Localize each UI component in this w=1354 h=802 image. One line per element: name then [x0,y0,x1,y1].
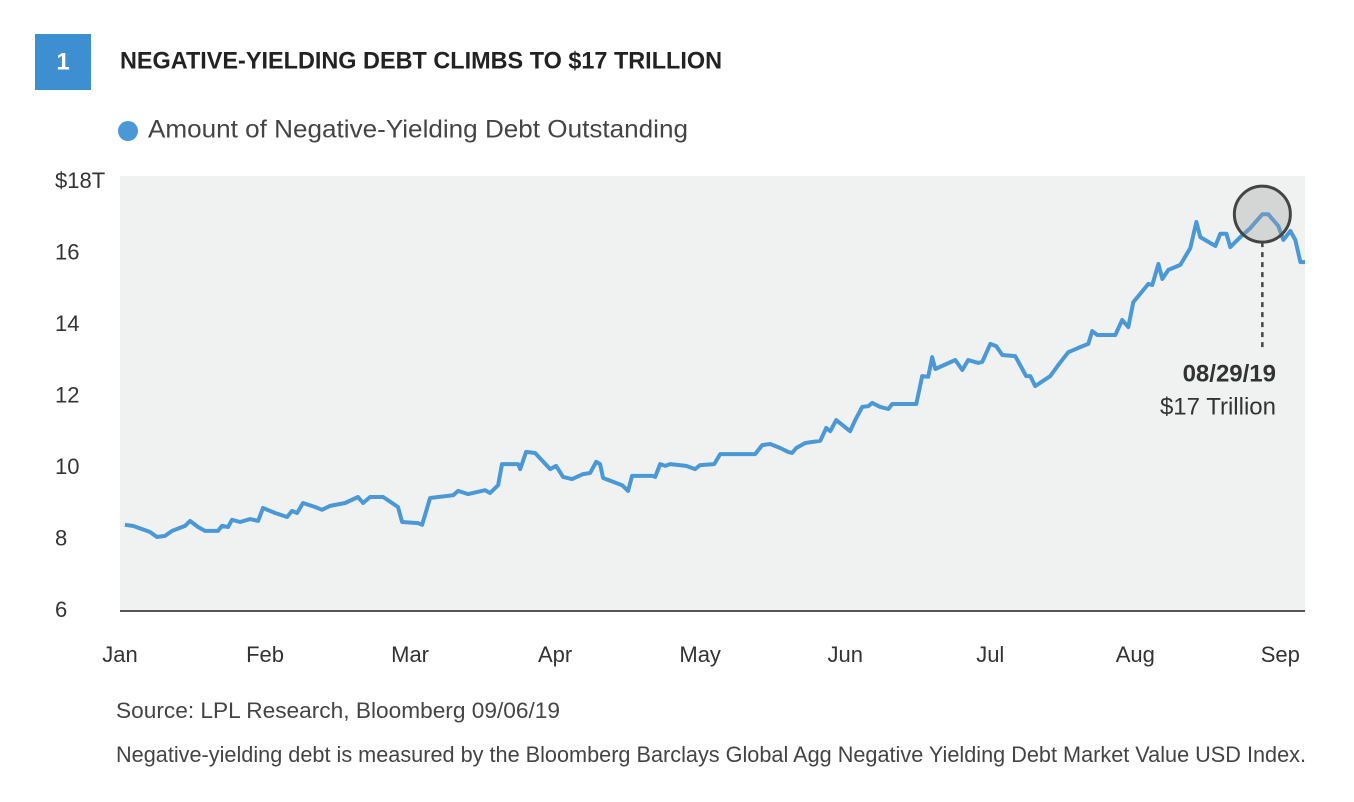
legend-label: Amount of Negative-Yielding Debt Outstan… [148,116,688,144]
plot-background [120,176,1305,611]
x-tick-label: Mar [391,642,429,667]
badge-number: 1 [56,48,69,75]
y-tick-label: 12 [55,382,79,407]
x-tick-label: Feb [246,642,284,667]
y-tick-label: 16 [55,239,79,264]
y-tick-label: 6 [55,597,67,622]
x-tick-label: Jan [102,642,137,667]
y-tick-label: $18T [55,168,105,193]
footnote: Negative-yielding debt is measured by th… [116,742,1306,767]
badge-box [35,34,91,90]
annotation-circle [1232,184,1292,244]
x-tick-label: Aug [1116,642,1155,667]
x-tick-label: Apr [538,642,572,667]
y-tick-label: 10 [55,454,79,479]
y-tick-label: 8 [55,525,67,550]
data-line [124,212,1305,539]
x-tick-label: Jun [827,642,862,667]
x-tick-label: Sep [1261,642,1300,667]
x-tick-label: Jul [976,642,1004,667]
chart-title: NEGATIVE-YIELDING DEBT CLIMBS TO $17 TRI… [120,47,722,74]
x-tick-label: May [679,642,721,667]
y-tick-label: 14 [55,311,79,336]
legend-swatch [118,121,138,141]
annotation-text: $17 Trillion [1160,393,1276,420]
annotation-date: 08/29/19 [1183,360,1276,387]
source: Source: LPL Research, Bloomberg 09/06/19 [116,698,560,723]
